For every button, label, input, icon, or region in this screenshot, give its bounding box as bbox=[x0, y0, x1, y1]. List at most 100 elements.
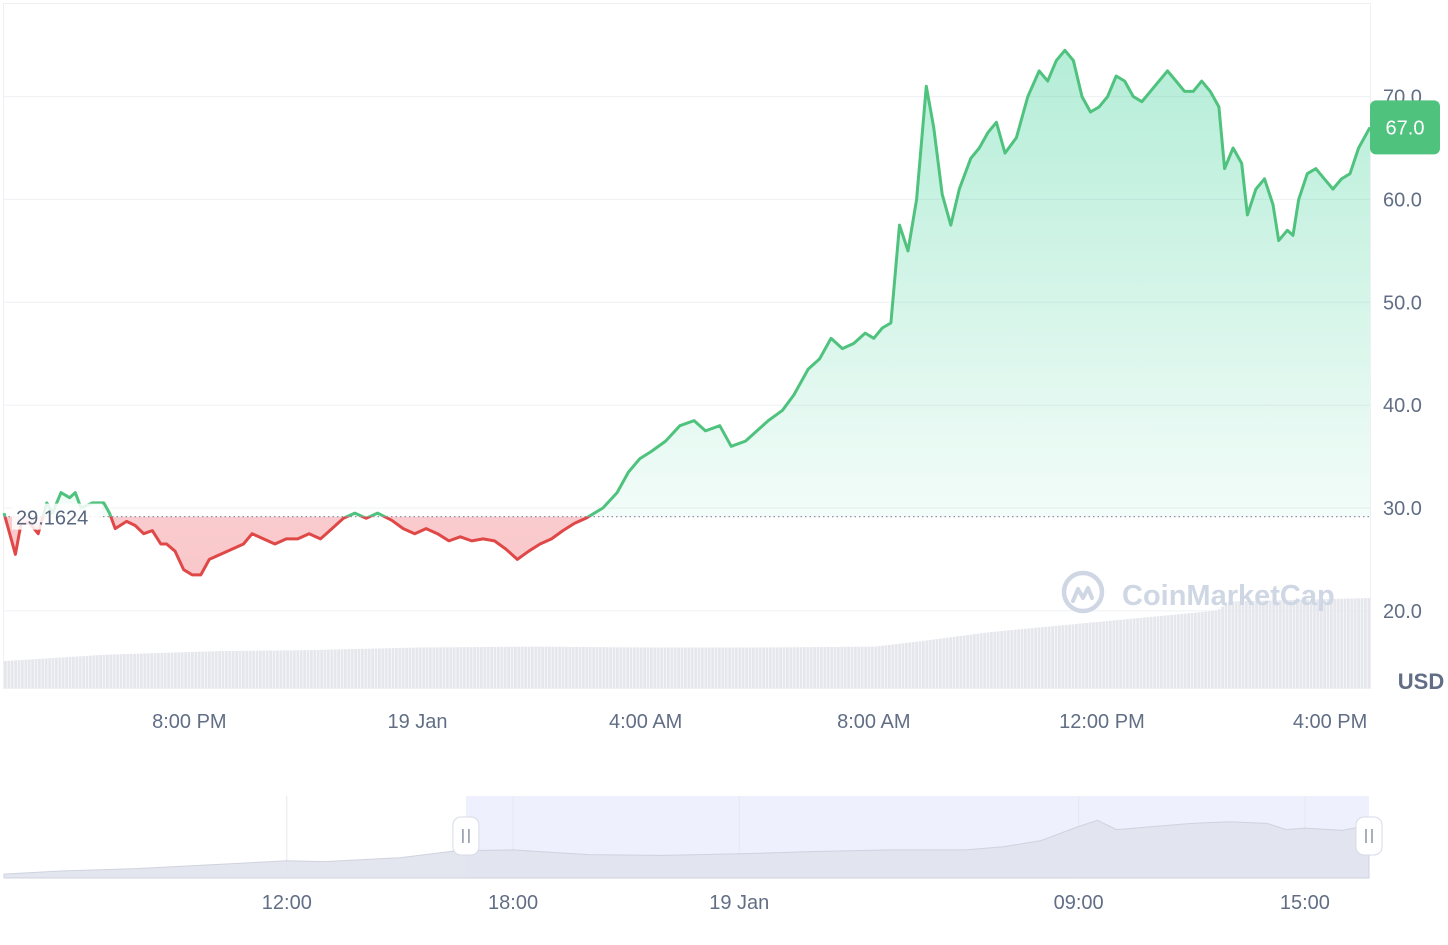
volume-bar bbox=[673, 647, 677, 688]
volume-bar bbox=[500, 646, 504, 688]
volume-bar bbox=[752, 647, 755, 688]
navigator-right-handle[interactable] bbox=[1355, 816, 1383, 856]
volume-bar bbox=[388, 648, 391, 688]
volume-bar bbox=[1098, 621, 1102, 688]
volume-bar bbox=[10, 660, 14, 688]
y-tick-label: 40.0 bbox=[1383, 395, 1422, 417]
navigator-handles[interactable] bbox=[452, 816, 1383, 856]
volume-bar bbox=[1323, 599, 1326, 688]
volume-bar bbox=[813, 647, 816, 688]
navigator-x-label: 15:00 bbox=[1280, 892, 1330, 914]
volume-bar bbox=[150, 653, 153, 688]
volume-bar bbox=[320, 649, 323, 688]
volume-bar bbox=[252, 650, 255, 688]
volume-bar bbox=[429, 647, 432, 688]
volume-bar bbox=[830, 646, 833, 688]
volume-bar bbox=[1166, 615, 1170, 688]
volume-bar bbox=[4, 661, 7, 688]
volume-bar bbox=[58, 657, 62, 688]
volume-bar bbox=[945, 637, 949, 688]
volume-bar bbox=[293, 650, 296, 688]
volume-bar bbox=[799, 647, 803, 688]
volume-bar bbox=[1081, 623, 1085, 688]
volume-bar bbox=[1347, 598, 1350, 688]
volume-bar bbox=[847, 646, 850, 688]
volume-bar bbox=[1010, 630, 1014, 688]
volume-bar bbox=[1326, 599, 1330, 688]
volume-bar bbox=[956, 636, 959, 688]
volume-bar bbox=[905, 642, 908, 688]
volume-bar bbox=[361, 648, 364, 688]
handle-body[interactable] bbox=[1355, 816, 1383, 856]
volume-bar bbox=[928, 639, 932, 688]
volume-bar bbox=[34, 659, 38, 688]
volume-bar bbox=[711, 647, 714, 688]
volume-bar bbox=[1364, 598, 1367, 688]
volume-bar bbox=[918, 641, 922, 688]
volume-bar bbox=[1285, 600, 1289, 688]
volume-bar bbox=[772, 647, 776, 688]
volume-bar bbox=[197, 651, 201, 688]
volume-bar bbox=[877, 646, 881, 688]
volume-bar bbox=[89, 655, 92, 688]
x-tick-label: 12:00 PM bbox=[1059, 711, 1145, 733]
volume-bar bbox=[350, 649, 354, 688]
volume-bar bbox=[1292, 599, 1296, 688]
volume-bar bbox=[1163, 615, 1167, 688]
price-line-up bbox=[2, 48, 1372, 517]
volume-bar bbox=[1275, 600, 1279, 688]
volume-bar bbox=[565, 646, 568, 688]
volume-bar bbox=[41, 658, 45, 688]
volume-bar bbox=[1013, 629, 1017, 688]
volume-bar bbox=[337, 649, 340, 688]
volume-bar bbox=[867, 646, 871, 688]
volume-bar bbox=[191, 651, 194, 688]
volume-bar bbox=[786, 647, 789, 688]
volume-bar bbox=[418, 647, 422, 688]
volume-bar bbox=[1336, 598, 1340, 688]
volume-bar bbox=[1255, 600, 1258, 688]
volume-bar bbox=[153, 653, 157, 688]
navigator-left-handle[interactable] bbox=[452, 816, 480, 856]
volume-bar bbox=[51, 657, 55, 688]
volume-bar bbox=[1132, 618, 1136, 688]
volume-bar bbox=[626, 647, 629, 688]
volume-bar bbox=[690, 647, 694, 688]
volume-bar bbox=[119, 654, 123, 688]
volume-bar bbox=[1313, 599, 1316, 688]
volume-bar bbox=[775, 647, 779, 688]
volume-bar bbox=[306, 650, 310, 688]
volume-bar bbox=[650, 647, 653, 688]
volume-bar bbox=[605, 647, 609, 688]
volume-bar bbox=[629, 647, 633, 688]
volume-bar bbox=[72, 656, 75, 688]
range-navigator[interactable]: 12:00 18:00 19 Jan 09:00 15:00 bbox=[3, 796, 1383, 914]
handle-body[interactable] bbox=[452, 816, 480, 856]
navigator-x-axis: 12:00 18:00 19 Jan 09:00 15:00 bbox=[262, 892, 1330, 914]
volume-bar bbox=[680, 647, 684, 688]
volume-bar bbox=[1109, 620, 1112, 688]
volume-bar bbox=[701, 647, 704, 688]
volume-bar bbox=[276, 650, 279, 688]
volume-bar bbox=[1296, 599, 1299, 688]
baseline: 29.1624 bbox=[4, 503, 1370, 530]
volume-bar bbox=[177, 652, 181, 688]
volume-bar bbox=[609, 647, 612, 688]
volume-bar bbox=[1020, 629, 1024, 688]
volume-bar bbox=[806, 647, 810, 688]
volume-bar bbox=[755, 647, 759, 688]
volume-bar bbox=[167, 652, 170, 688]
volume-bar bbox=[1228, 601, 1231, 688]
volume-bar bbox=[55, 657, 58, 688]
volume-bar bbox=[1282, 600, 1286, 688]
volume-bar bbox=[459, 647, 463, 688]
price-area bbox=[4, 50, 1370, 575]
volume-bar bbox=[1078, 623, 1082, 688]
volume-bar bbox=[1289, 600, 1292, 688]
volume-bar bbox=[133, 653, 136, 688]
volume-bar bbox=[1149, 616, 1153, 688]
volume-bar bbox=[1350, 598, 1354, 688]
y-tick-label: 20.0 bbox=[1383, 601, 1422, 623]
